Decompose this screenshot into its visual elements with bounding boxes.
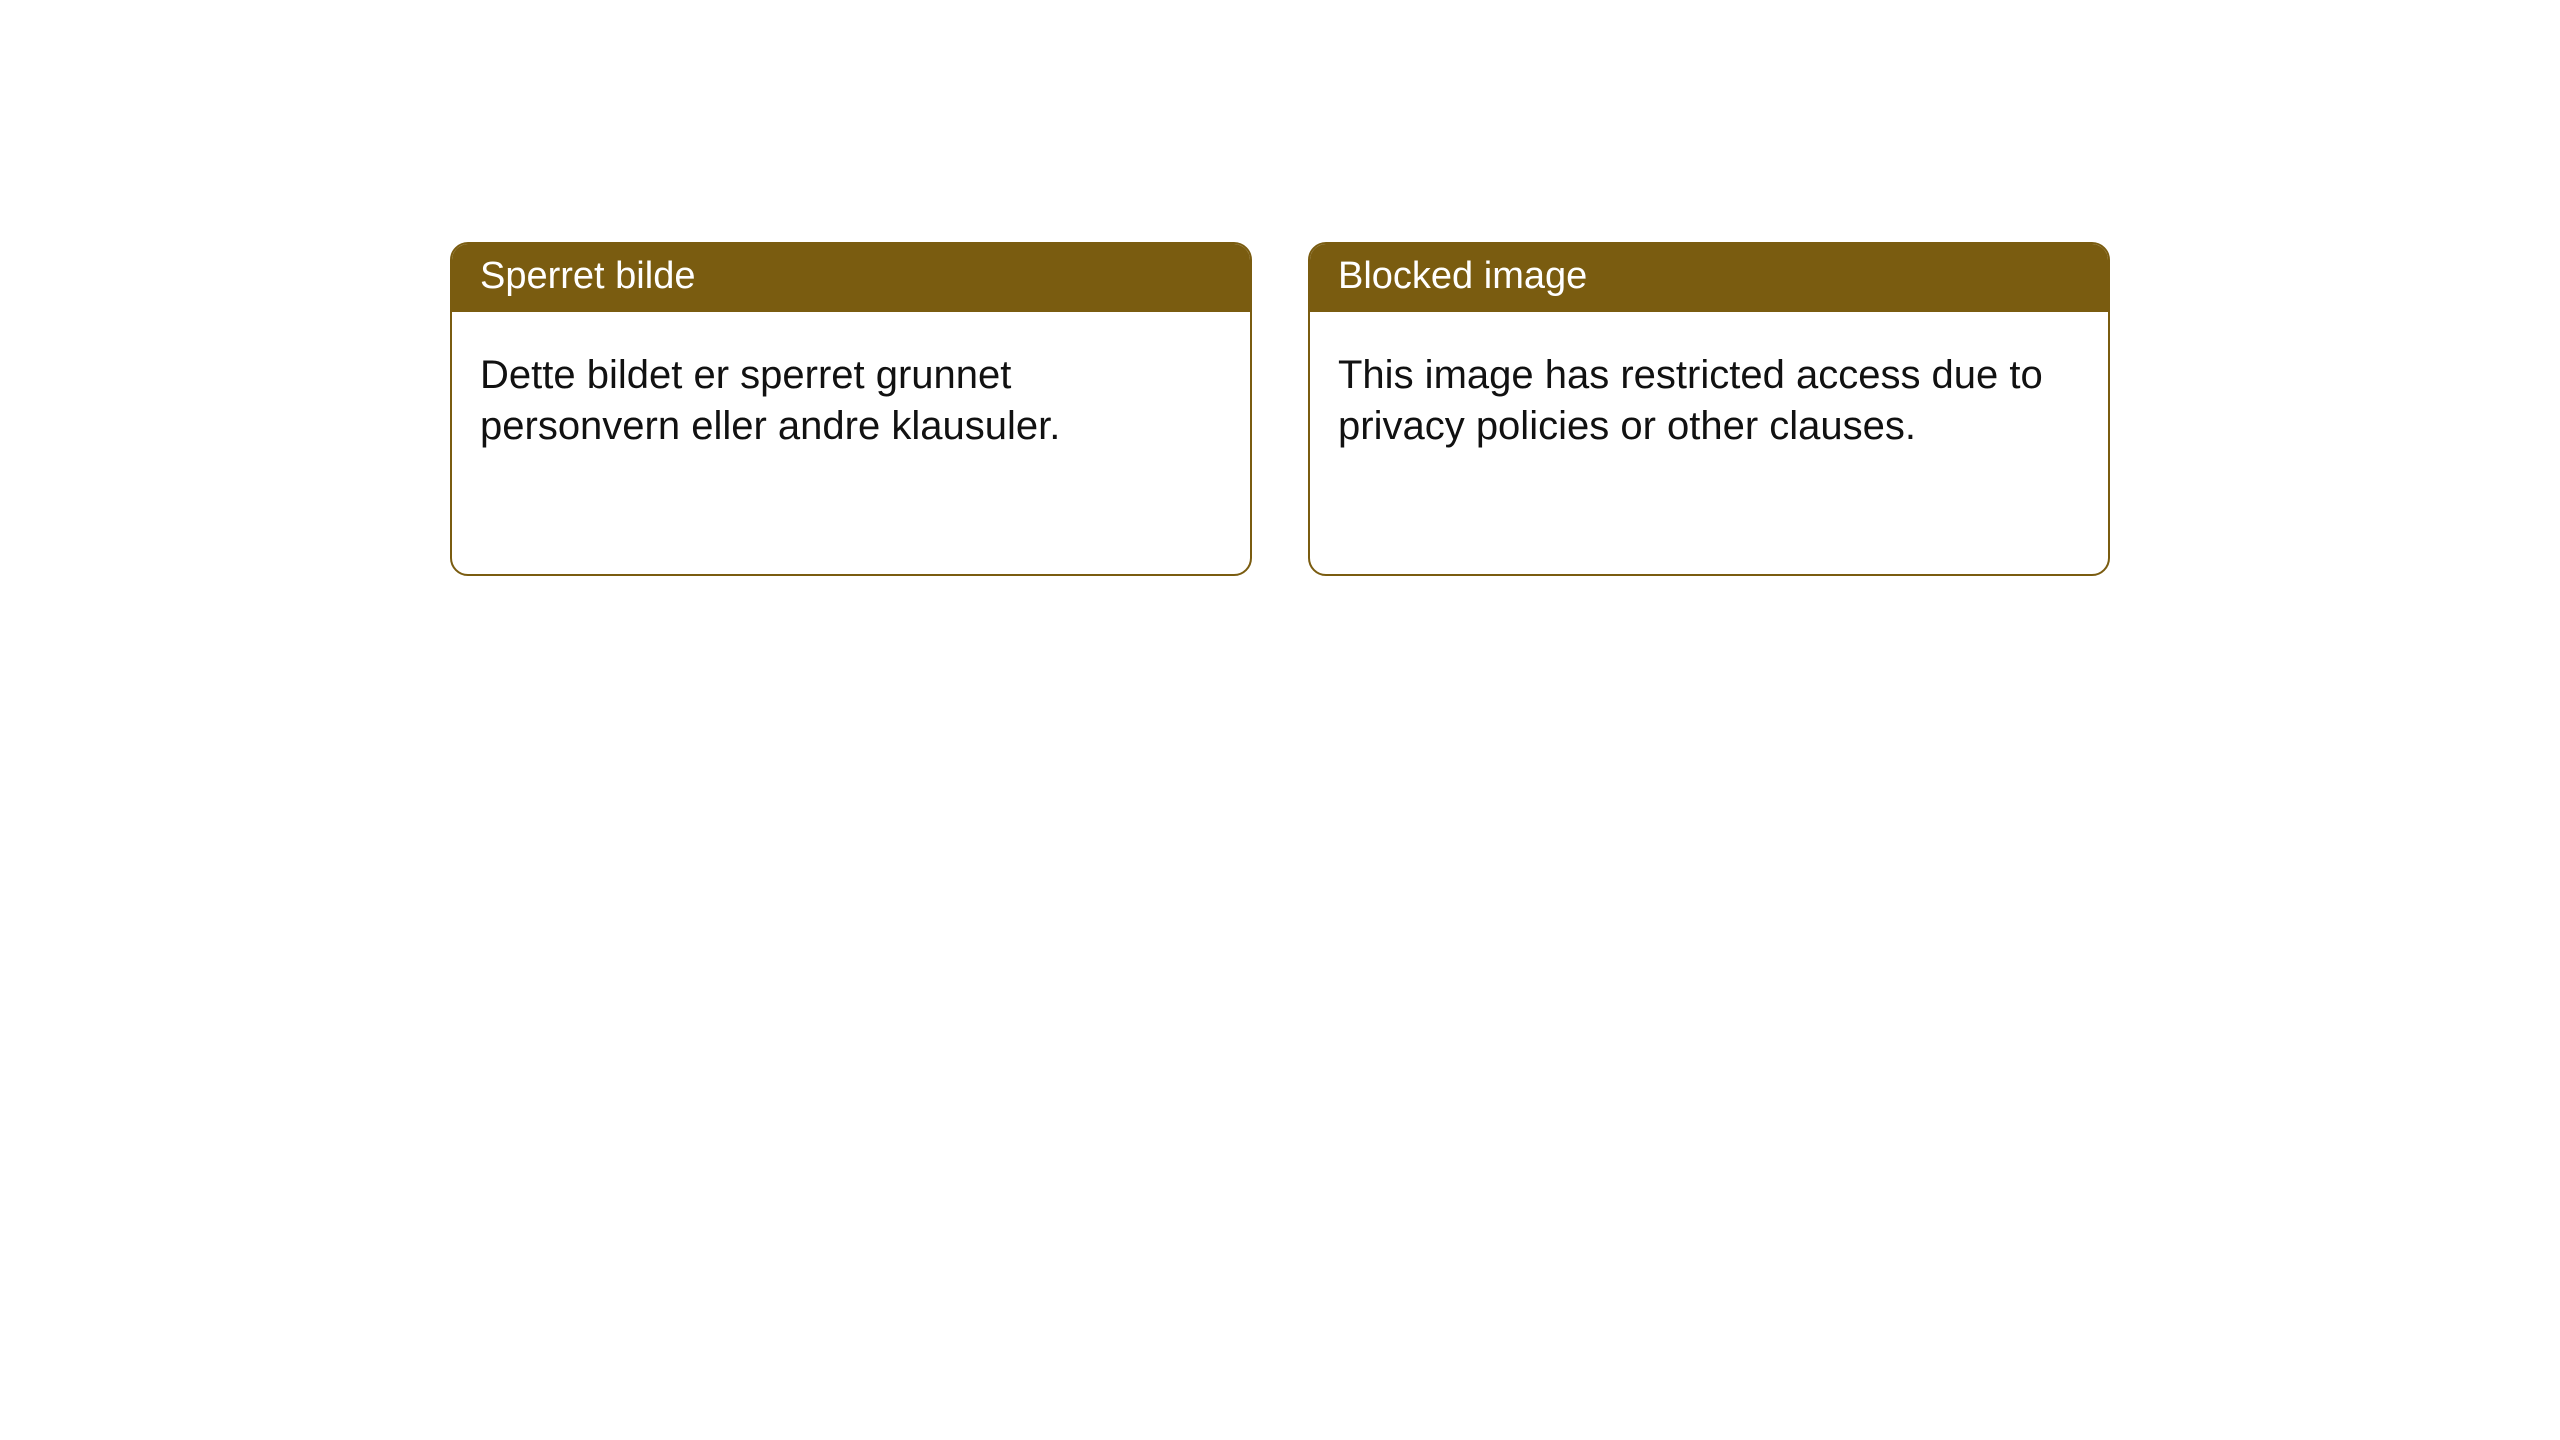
notice-body-nb: Dette bildet er sperret grunnet personve…	[452, 312, 1250, 490]
notice-card-en: Blocked image This image has restricted …	[1308, 242, 2110, 576]
notice-body-en: This image has restricted access due to …	[1310, 312, 2108, 490]
notice-header-nb: Sperret bilde	[452, 244, 1250, 312]
notice-header-en: Blocked image	[1310, 244, 2108, 312]
notices-container: Sperret bilde Dette bildet er sperret gr…	[0, 0, 2560, 576]
notice-card-nb: Sperret bilde Dette bildet er sperret gr…	[450, 242, 1252, 576]
